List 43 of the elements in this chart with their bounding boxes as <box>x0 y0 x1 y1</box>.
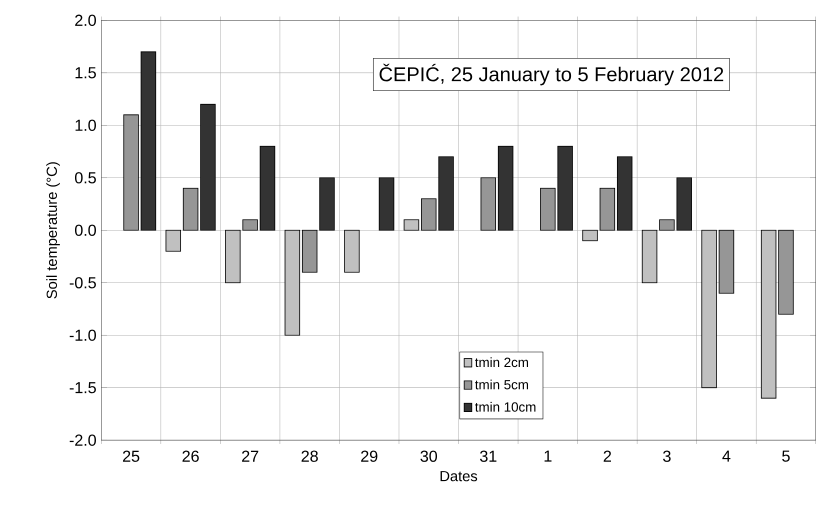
legend-label: tmin 5cm <box>475 380 528 390</box>
bar <box>676 177 692 231</box>
bar <box>498 146 514 231</box>
bar <box>480 177 496 231</box>
text: ČEPIĆ, 25 January to 5 February 2012 <box>380 64 724 86</box>
y-tick-label: 0.0 <box>74 224 96 236</box>
bar <box>166 230 182 252</box>
bar <box>319 177 335 231</box>
bar <box>302 230 318 273</box>
x-tick-label: 30 <box>420 450 438 462</box>
y-tick-label: -1.0 <box>70 330 96 341</box>
y-tick-label: -0.5 <box>70 277 96 288</box>
bar <box>616 156 632 231</box>
x-tick-label: 5 <box>782 450 790 462</box>
x-tick-label: 31 <box>480 450 496 462</box>
x-axis-title: Dates <box>440 471 478 482</box>
x-tick-label: 1 <box>544 450 552 462</box>
x-tick-label: 29 <box>361 450 378 462</box>
y-tick-label: 2.0 <box>75 14 96 26</box>
y-tick-label: -1.5 <box>70 382 96 394</box>
bar <box>344 230 360 273</box>
bar <box>225 230 241 284</box>
y-tick-label: 1.5 <box>76 67 96 78</box>
x-tick-label: 28 <box>302 450 318 462</box>
legend-label: tmin 10cm <box>475 402 536 412</box>
bar <box>421 198 436 231</box>
bar <box>557 146 573 231</box>
x-tick-label: 25 <box>122 450 140 462</box>
y-tick-label: 1.0 <box>76 120 96 132</box>
x-tick-label: 4 <box>722 450 730 462</box>
bar <box>404 219 420 231</box>
x-tick-label: 2 <box>604 450 612 462</box>
y-tick-label: -2.0 <box>70 434 96 446</box>
y-tick-label: 0.5 <box>74 172 96 184</box>
x-tick-label: 27 <box>242 450 258 462</box>
legend-label: tmin 2cm <box>475 357 528 368</box>
bar <box>540 188 556 231</box>
x-tick-label: 26 <box>182 450 199 462</box>
bar <box>438 156 454 231</box>
bar <box>284 230 300 336</box>
y-axis-title: Soil temperature (°C) <box>46 162 60 299</box>
bar <box>378 177 394 231</box>
x-tick-label: 3 <box>663 450 671 462</box>
